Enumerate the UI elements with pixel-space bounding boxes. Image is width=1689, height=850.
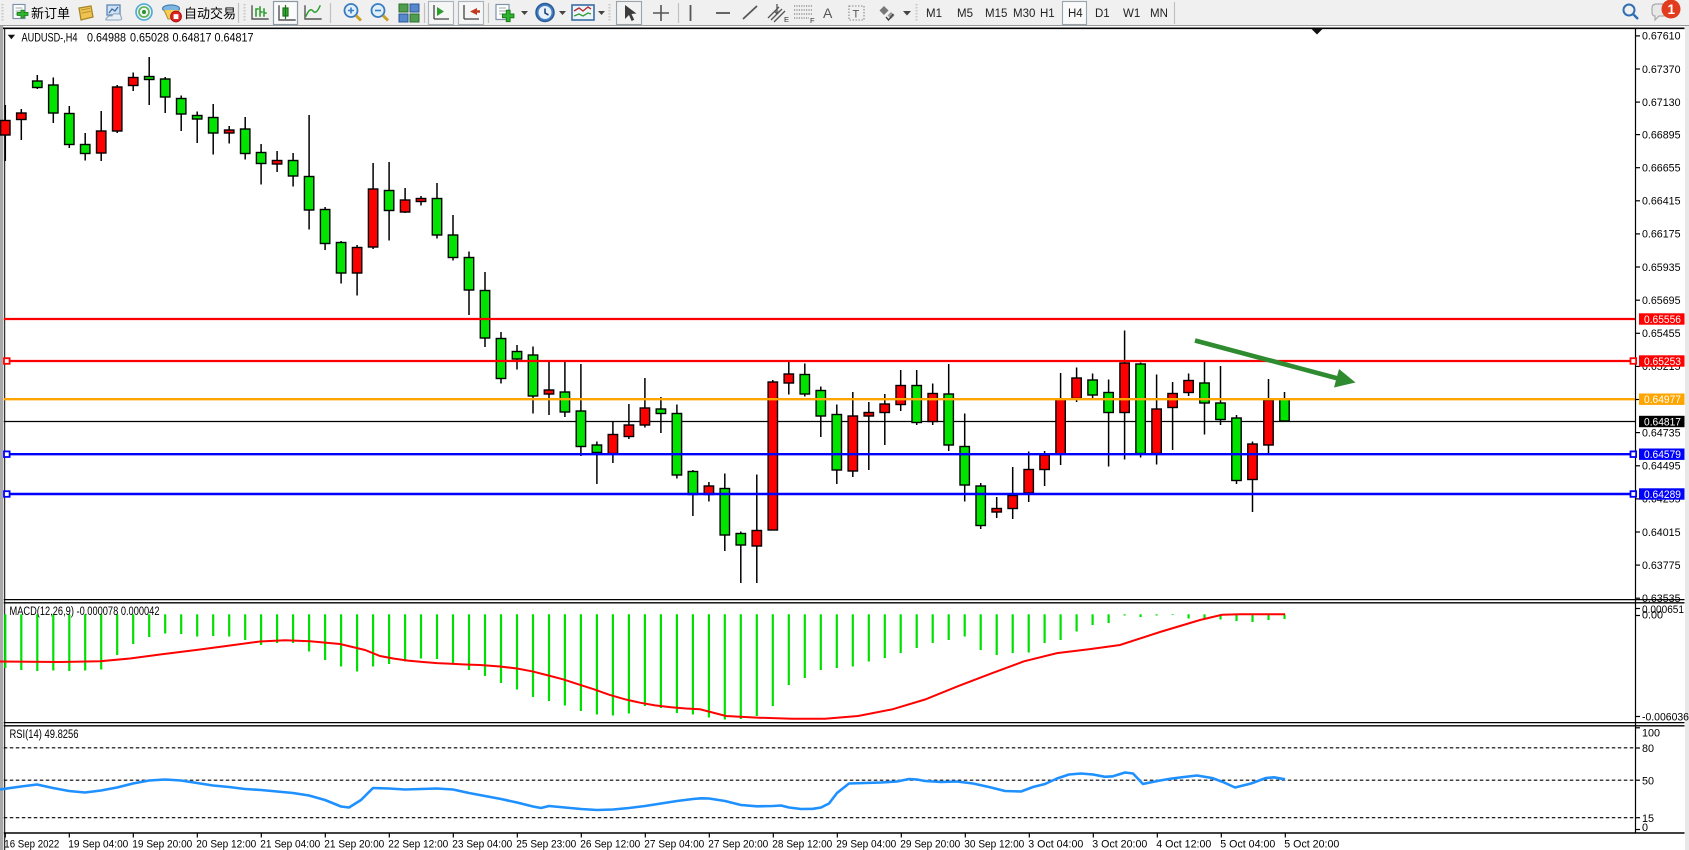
svg-text:3 Oct 20:00: 3 Oct 20:00 <box>1092 839 1147 850</box>
svg-text:0.66895: 0.66895 <box>1642 129 1681 141</box>
svg-text:0.64988: 0.64988 <box>87 31 126 45</box>
svg-text:自动交易: 自动交易 <box>184 6 236 21</box>
svg-text:50: 50 <box>1642 775 1654 787</box>
svg-text:0.64817: 0.64817 <box>173 31 212 45</box>
svg-text:0.64735: 0.64735 <box>1642 427 1681 439</box>
svg-text:20 Sep 12:00: 20 Sep 12:00 <box>196 839 256 850</box>
svg-text:0.66175: 0.66175 <box>1642 229 1681 241</box>
svg-text:0.64289: 0.64289 <box>1644 489 1681 501</box>
svg-text:0.64015: 0.64015 <box>1642 527 1681 539</box>
svg-text:29 Sep 04:00: 29 Sep 04:00 <box>836 839 896 850</box>
svg-text:0.64817: 0.64817 <box>215 31 254 45</box>
svg-text:0.63775: 0.63775 <box>1642 560 1681 572</box>
svg-text:5 Oct 20:00: 5 Oct 20:00 <box>1284 839 1339 850</box>
svg-text:H4: H4 <box>1068 8 1083 20</box>
svg-text:28 Sep 12:00: 28 Sep 12:00 <box>772 839 832 850</box>
svg-text:27 Sep 20:00: 27 Sep 20:00 <box>708 839 768 850</box>
svg-text:-0.006036: -0.006036 <box>1642 711 1689 723</box>
svg-text:15: 15 <box>1642 813 1654 825</box>
svg-text:0.64579: 0.64579 <box>1644 449 1681 461</box>
svg-text:3 Oct 04:00: 3 Oct 04:00 <box>1028 839 1083 850</box>
svg-text:0.63535: 0.63535 <box>1642 593 1681 605</box>
svg-text:M30: M30 <box>1013 8 1035 20</box>
svg-text:M1: M1 <box>926 8 942 20</box>
svg-text:19 Sep 04:00: 19 Sep 04:00 <box>68 839 128 850</box>
svg-text:27 Sep 04:00: 27 Sep 04:00 <box>644 839 704 850</box>
svg-text:26 Sep 12:00: 26 Sep 12:00 <box>580 839 640 850</box>
svg-text:29 Sep 20:00: 29 Sep 20:00 <box>900 839 960 850</box>
svg-text:0.66655: 0.66655 <box>1642 163 1681 175</box>
svg-text:0.65028: 0.65028 <box>130 31 169 45</box>
svg-text:0.64495: 0.64495 <box>1642 461 1681 473</box>
svg-text:H1: H1 <box>1040 8 1055 20</box>
svg-text:16 Sep 2022: 16 Sep 2022 <box>4 839 59 850</box>
svg-text:RSI(14) 49.8256: RSI(14) 49.8256 <box>10 729 79 741</box>
svg-text:0.000651: 0.000651 <box>1642 604 1684 616</box>
svg-text:0.65455: 0.65455 <box>1642 328 1681 340</box>
svg-text:19 Sep 20:00: 19 Sep 20:00 <box>132 839 192 850</box>
svg-text:30 Sep 12:00: 30 Sep 12:00 <box>964 839 1024 850</box>
svg-text:M15: M15 <box>985 8 1007 20</box>
svg-text:0.65556: 0.65556 <box>1644 314 1681 326</box>
svg-text:0.65695: 0.65695 <box>1642 295 1681 307</box>
svg-text:23 Sep 04:00: 23 Sep 04:00 <box>452 839 512 850</box>
svg-text:0.65935: 0.65935 <box>1642 262 1681 274</box>
svg-text:MN: MN <box>1150 8 1168 20</box>
svg-text:0.67610: 0.67610 <box>1642 31 1681 43</box>
svg-text:0: 0 <box>1642 822 1648 834</box>
svg-text:D1: D1 <box>1095 8 1110 20</box>
svg-text:21 Sep 20:00: 21 Sep 20:00 <box>324 839 384 850</box>
svg-text:25 Sep 23:00: 25 Sep 23:00 <box>516 839 576 850</box>
svg-text:T: T <box>853 9 860 21</box>
svg-text:0.67370: 0.67370 <box>1642 64 1681 76</box>
svg-text:21 Sep 04:00: 21 Sep 04:00 <box>260 839 320 850</box>
svg-text:W1: W1 <box>1123 8 1140 20</box>
svg-text:M5: M5 <box>957 8 973 20</box>
svg-text:E: E <box>784 15 789 24</box>
svg-text:MACD(12,26,9) -0.000078 0.0000: MACD(12,26,9) -0.000078 0.000042 <box>10 606 160 618</box>
svg-text:0.67130: 0.67130 <box>1642 97 1681 109</box>
svg-text:1: 1 <box>1668 2 1676 17</box>
svg-text:新订单: 新订单 <box>31 6 70 21</box>
svg-text:0.65253: 0.65253 <box>1644 356 1681 368</box>
svg-text:0.64977: 0.64977 <box>1644 394 1681 406</box>
svg-text:5 Oct 04:00: 5 Oct 04:00 <box>1220 839 1275 850</box>
svg-text:F: F <box>810 16 815 25</box>
svg-text:AUDUSD-,H4: AUDUSD-,H4 <box>22 31 78 45</box>
svg-text:4 Oct 12:00: 4 Oct 12:00 <box>1156 839 1211 850</box>
svg-text:0.64817: 0.64817 <box>1644 416 1681 428</box>
svg-text:100: 100 <box>1642 728 1660 740</box>
svg-text:0.66415: 0.66415 <box>1642 196 1681 208</box>
svg-text:A: A <box>823 5 833 21</box>
svg-text:0.00: 0.00 <box>1642 609 1663 621</box>
svg-text:80: 80 <box>1642 743 1654 755</box>
svg-text:22 Sep 12:00: 22 Sep 12:00 <box>388 839 448 850</box>
